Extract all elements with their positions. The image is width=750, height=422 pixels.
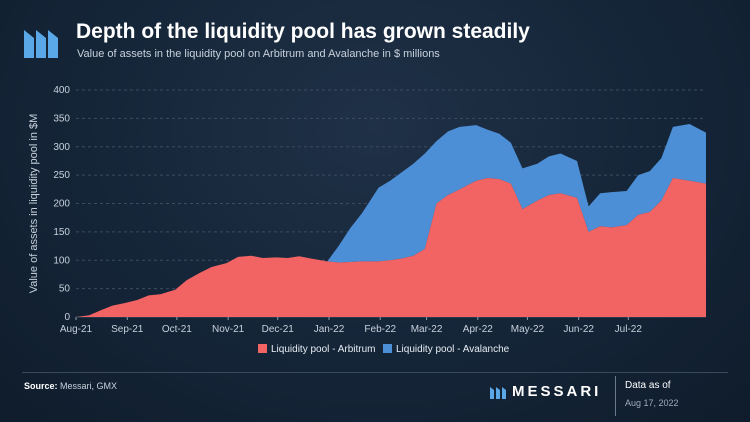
messari-mark-icon [490, 386, 506, 399]
x-tick-label: Oct-21 [162, 324, 192, 335]
y-axis-label: Value of assets in liquidity pool in $M [28, 114, 40, 294]
source-label: Source: [24, 381, 58, 391]
x-tick-label: Sep-21 [111, 324, 144, 335]
page-title: Depth of the liquidity pool has grown st… [76, 20, 530, 43]
legend-swatch-arbitrum [258, 344, 267, 353]
x-tick-label: May-22 [511, 324, 545, 335]
x-tick-label: Jun-22 [563, 324, 594, 335]
y-tick-label: 50 [59, 284, 71, 295]
footer-divider [22, 372, 728, 373]
y-tick-label: 150 [53, 227, 70, 238]
x-tick-label: Feb-22 [364, 324, 396, 335]
brand: MESSARI [490, 383, 601, 400]
x-tick-label: Nov-21 [212, 324, 245, 335]
series-area-avalanche [76, 124, 706, 317]
liquidity-area-chart: 0 50 100 150 200 250 300 350 400 Aug-21 Sep-21 Oct-… [28, 85, 706, 355]
brand-name: MESSARI [512, 383, 602, 400]
y-tick-label: 250 [53, 170, 70, 181]
data-as-of-date: Aug 17, 2022 [625, 398, 679, 408]
x-tick-label: Mar-22 [411, 324, 443, 335]
footer-vertical-divider [615, 376, 616, 416]
y-tick-label: 400 [53, 85, 70, 96]
y-tick-label: 200 [53, 199, 70, 210]
series-area-arbitrum [76, 177, 706, 317]
x-tick-label: Jan-22 [314, 324, 345, 335]
y-tick-label: 300 [53, 142, 70, 153]
source-text: Messari, GMX [60, 381, 118, 391]
legend-label-avalanche: Liquidity pool - Avalanche [396, 344, 510, 355]
legend-swatch-avalanche [383, 344, 392, 353]
legend-label-arbitrum: Liquidity pool - Arbitrum [271, 344, 376, 355]
x-tick-label: Aug-21 [60, 324, 93, 335]
x-tick-label: Dec-21 [262, 324, 295, 335]
messari-logo-icon [24, 30, 58, 58]
y-tick-label: 0 [64, 312, 70, 323]
page-subtitle: Value of assets in the liquidity pool on… [77, 48, 440, 60]
y-tick-label: 350 [53, 113, 70, 124]
y-tick-label: 100 [53, 255, 70, 266]
x-tick-label: Apr-22 [463, 324, 493, 335]
x-tick-label: Jul-22 [615, 324, 643, 335]
source-note: Source: Messari, GMX [24, 381, 117, 391]
data-as-of-label: Data as of [625, 380, 671, 391]
